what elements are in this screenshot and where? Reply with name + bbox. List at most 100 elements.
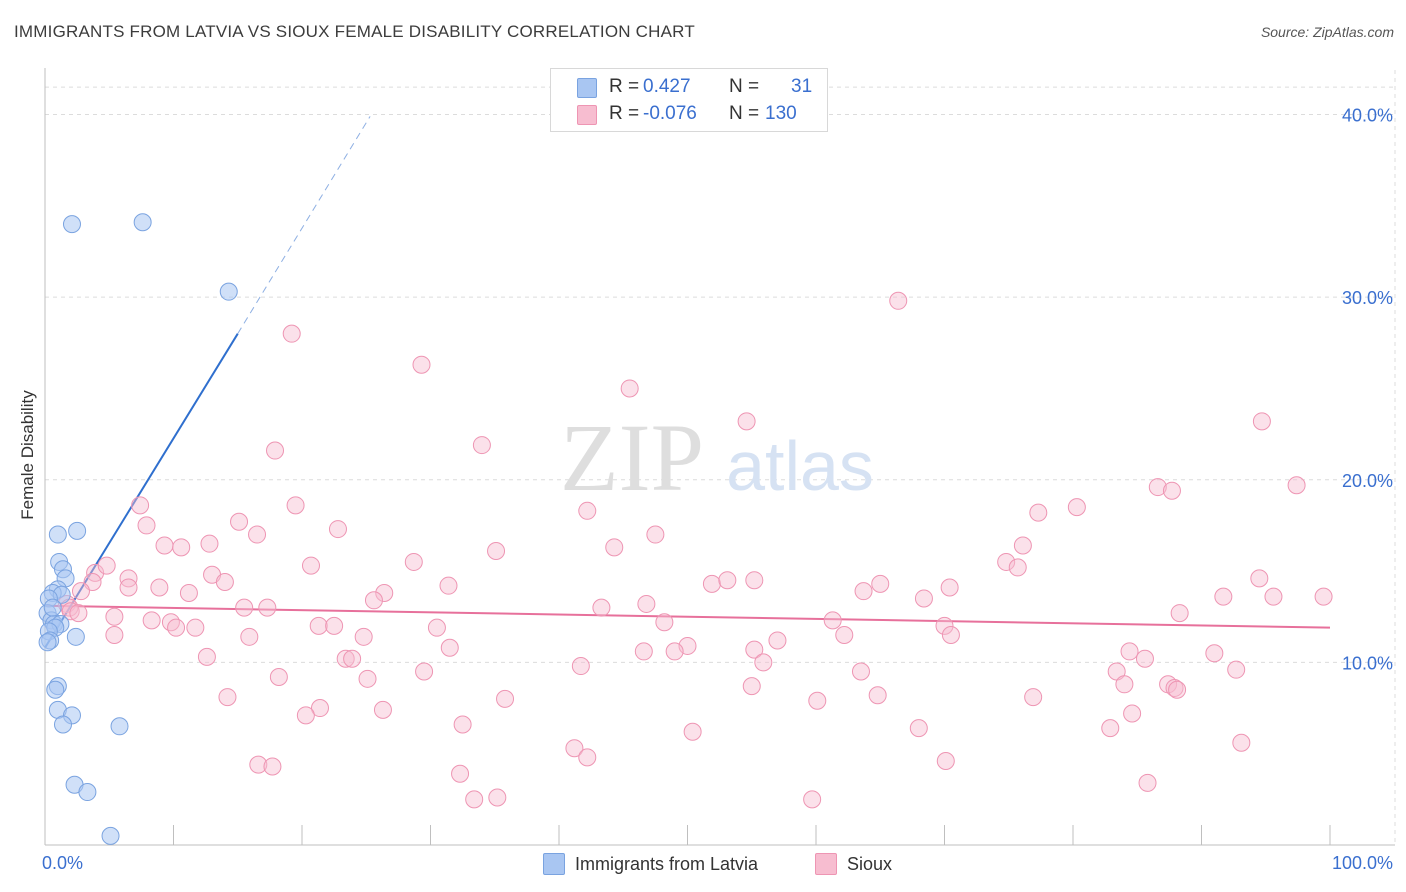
- sioux-point: [240, 627, 259, 646]
- sioux-point: [488, 788, 507, 807]
- sioux-point: [940, 578, 959, 597]
- sioux-point: [218, 688, 237, 707]
- sioux-point: [375, 583, 394, 602]
- sioux-point: [412, 355, 431, 374]
- legend-r-value: 0.427: [643, 76, 691, 97]
- sioux-point: [131, 496, 150, 515]
- y-tick-label: 20.0%: [1342, 471, 1393, 491]
- latvia-point: [133, 213, 152, 232]
- chart-title: IMMIGRANTS FROM LATVIA VS SIOUX FEMALE D…: [14, 22, 695, 41]
- sioux-points: [57, 291, 1333, 809]
- sioux-point: [941, 625, 960, 644]
- sioux-point: [172, 538, 191, 557]
- sioux-point: [851, 662, 870, 681]
- sioux-point: [215, 573, 234, 592]
- sioux-point: [871, 574, 890, 593]
- latvia-point: [43, 598, 62, 617]
- sioux-point: [404, 552, 423, 571]
- source-label: Source: ZipAtlas.com: [1260, 24, 1394, 40]
- sioux-point: [71, 582, 90, 601]
- stats-legend: R = 0.427 N = 31 R = -0.076 N = 130: [550, 68, 828, 132]
- sioux-point: [97, 556, 116, 575]
- sioux-point: [1138, 773, 1157, 792]
- sioux-point: [439, 576, 458, 595]
- sioux-point: [1170, 604, 1189, 623]
- sioux-point: [61, 602, 80, 621]
- sioux-point: [230, 512, 249, 531]
- sioux-point: [565, 739, 584, 758]
- sioux-point: [161, 613, 180, 632]
- sioux-point: [835, 625, 854, 644]
- legend-row-latvia: R = 0.427 N = 31: [551, 74, 827, 100]
- sioux-point: [105, 607, 124, 626]
- sioux-point: [1250, 569, 1269, 588]
- latvia-point: [78, 783, 97, 802]
- latvia-point: [110, 717, 129, 736]
- sioux-point: [167, 618, 186, 637]
- sioux-point: [328, 520, 347, 539]
- sioux-point: [1162, 481, 1181, 500]
- sioux-point: [1135, 649, 1154, 668]
- x-tick-label-left: 0.0%: [42, 853, 83, 873]
- legend-r-label: R =: [609, 103, 640, 124]
- sioux-point: [1024, 688, 1043, 707]
- latvia-points: [38, 213, 238, 845]
- sioux-point: [754, 653, 773, 672]
- latvia-point: [219, 282, 238, 301]
- sioux-point: [808, 691, 827, 710]
- sioux-point: [592, 598, 611, 617]
- sioux-point: [620, 379, 639, 398]
- sioux-point: [69, 604, 88, 623]
- legend-n-value: 31: [791, 76, 813, 97]
- sioux-point: [451, 764, 470, 783]
- latvia-point: [62, 215, 81, 234]
- sioux-point: [1205, 644, 1224, 663]
- bottom-legend-swatch-latvia: [543, 853, 565, 875]
- latvia-point: [53, 715, 72, 734]
- x-tick-label-right: 100.0%: [1332, 853, 1393, 873]
- latvia-point: [101, 826, 120, 845]
- sioux-point: [354, 627, 373, 646]
- sioux-point: [997, 552, 1016, 571]
- sioux-point: [823, 611, 842, 630]
- sioux-point: [364, 591, 383, 610]
- sioux-point: [427, 618, 446, 637]
- sioux-point: [472, 436, 491, 455]
- sioux-point: [578, 501, 597, 520]
- legend-swatch-sioux: [577, 105, 597, 125]
- sioux-point: [286, 496, 305, 515]
- sioux-point: [1013, 536, 1032, 555]
- sioux-point: [737, 412, 756, 431]
- sioux-point: [119, 569, 138, 588]
- sioux-point: [453, 715, 472, 734]
- sioux-point: [665, 642, 684, 661]
- latvia-point: [66, 627, 85, 646]
- sioux-point: [415, 662, 434, 681]
- sioux-point: [854, 582, 873, 601]
- sioux-point: [745, 640, 764, 659]
- sioux-point: [1214, 587, 1233, 606]
- legend-n-label: N =: [729, 103, 760, 124]
- sioux-point: [197, 647, 216, 666]
- sioux-point: [1165, 678, 1184, 697]
- sioux-point: [179, 583, 198, 602]
- legend-n-label: N =: [729, 76, 760, 97]
- sioux-point: [768, 631, 787, 650]
- sioux-point: [745, 571, 764, 590]
- watermark: ZIP atlas: [560, 404, 874, 511]
- sioux-point: [1008, 558, 1027, 577]
- sioux-point: [1264, 587, 1283, 606]
- sioux-point: [119, 578, 138, 597]
- sioux-point: [578, 748, 597, 767]
- sioux-point: [909, 719, 928, 738]
- sioux-point: [646, 525, 665, 544]
- sioux-point: [655, 613, 674, 632]
- watermark-atlas: atlas: [726, 427, 874, 505]
- sioux-point: [803, 790, 822, 809]
- sioux-point: [373, 700, 392, 719]
- latvia-point: [46, 680, 65, 699]
- sioux-point: [718, 571, 737, 590]
- sioux-point: [343, 649, 362, 668]
- legend-swatch-latvia: [577, 78, 597, 98]
- sioux-point: [296, 706, 315, 725]
